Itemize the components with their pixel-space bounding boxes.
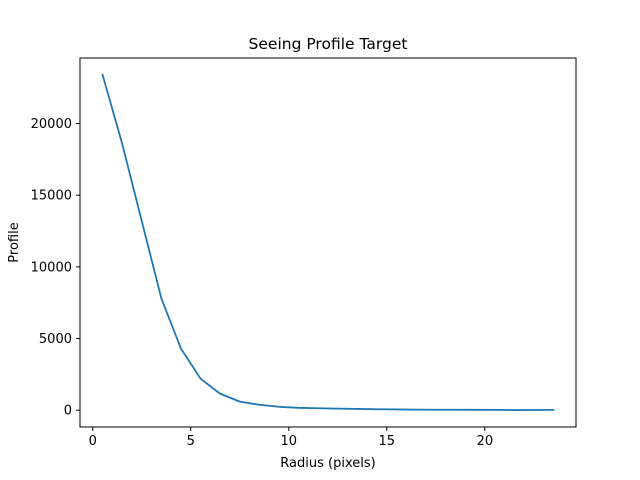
x-tick-label: 0 (89, 434, 97, 449)
y-tick-label: 5000 (39, 332, 72, 347)
y-tick-label: 15000 (31, 189, 72, 204)
x-axis: 0 5 10 15 20 (89, 427, 494, 449)
x-tick-label: 5 (187, 434, 195, 449)
plot-frame (79, 57, 577, 428)
y-tick-label: 10000 (31, 260, 72, 275)
y-tick-label: 20000 (31, 117, 72, 132)
x-tick-label: 20 (477, 434, 494, 449)
chart-title: Seeing Profile Target (249, 35, 408, 53)
y-tick-label: 0 (64, 404, 72, 419)
x-tick-label: 15 (379, 434, 396, 449)
x-tick-label: 10 (281, 434, 298, 449)
plot-area (101, 73, 555, 411)
y-axis-label: Profile (7, 222, 22, 262)
y-axis: 0 5000 10000 15000 20000 (31, 117, 80, 419)
series-line (101, 73, 555, 411)
x-axis-label: Radius (pixels) (280, 456, 375, 471)
